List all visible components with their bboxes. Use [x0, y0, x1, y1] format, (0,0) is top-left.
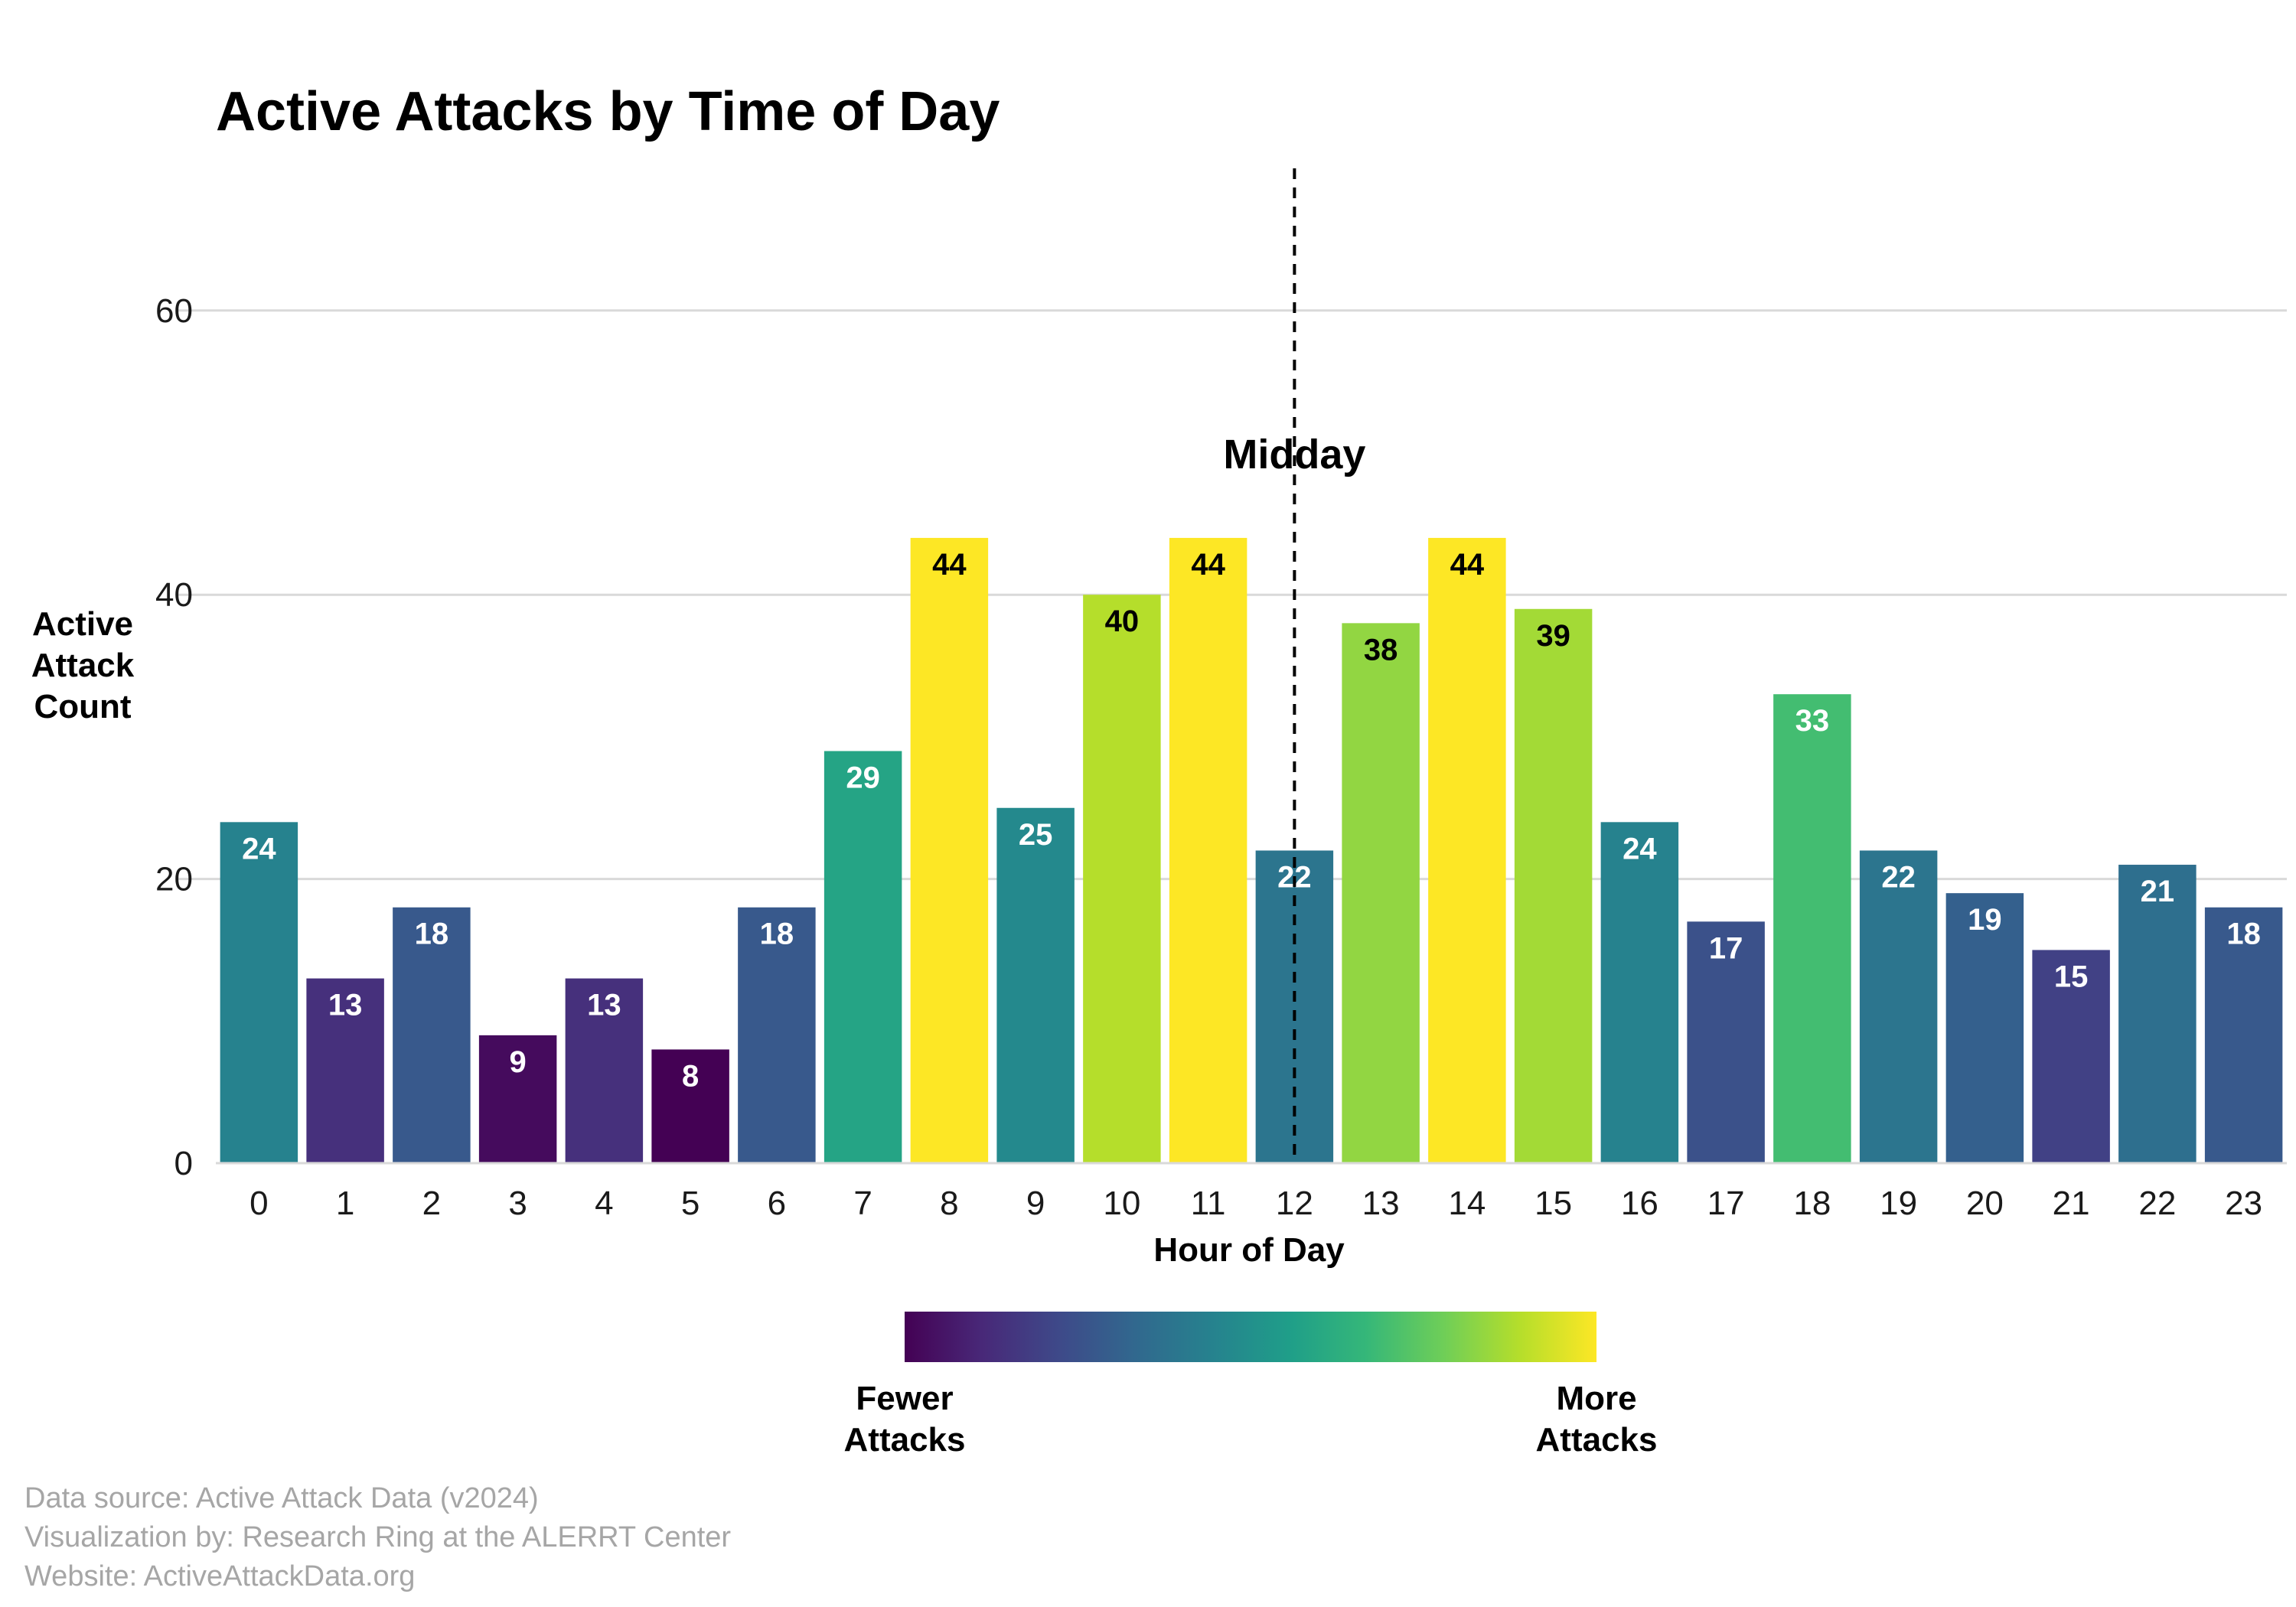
bar-value-label: 18 — [2226, 918, 2261, 951]
x-tick-label: 18 — [1793, 1185, 1831, 1222]
bar-value-label: 13 — [328, 989, 363, 1022]
x-tick-label: 11 — [1191, 1185, 1226, 1222]
caption-data-source: Data source: Active Attack Data (v2024) — [24, 1482, 539, 1514]
x-tick-label: 4 — [595, 1185, 613, 1222]
caption-website: Website: ActiveAttackData.org — [24, 1560, 415, 1592]
bar — [1169, 537, 1247, 1163]
bar — [1083, 595, 1161, 1163]
y-tick-label: 60 — [155, 292, 193, 330]
bar-value-label: 21 — [2141, 875, 2175, 908]
x-tick-label: 14 — [1448, 1185, 1486, 1222]
bar-value-label: 38 — [1364, 633, 1398, 667]
midday-annotation: Midday — [1223, 432, 1365, 478]
y-axis-label-line-2: Attack — [31, 647, 135, 684]
bar-value-label: 19 — [1968, 903, 2002, 937]
x-tick-label: 20 — [1966, 1185, 2004, 1222]
y-tick-label: 40 — [155, 576, 193, 614]
bar — [2204, 907, 2283, 1163]
caption-visualization-credit: Visualization by: Research Ring at the A… — [24, 1521, 731, 1553]
y-tick-label: 0 — [174, 1145, 193, 1182]
y-axis-label-line-3: Count — [34, 688, 131, 725]
bar-value-label: 44 — [932, 548, 967, 582]
y-axis-label-line-1: Active — [32, 605, 133, 643]
bar — [651, 1049, 729, 1163]
bar-value-label: 33 — [1795, 704, 1830, 738]
colorbar-low-label-line-1: Fewer — [856, 1380, 953, 1417]
x-tick-label: 5 — [681, 1185, 700, 1222]
x-tick-label: 17 — [1707, 1185, 1745, 1222]
colorbar — [905, 1312, 1596, 1362]
bar-value-label: 39 — [1536, 619, 1570, 653]
bar — [1859, 850, 1938, 1163]
x-tick-label: 21 — [2053, 1185, 2090, 1222]
x-tick-label: 7 — [853, 1185, 872, 1222]
bar — [910, 537, 989, 1163]
bar-value-label: 44 — [1450, 548, 1485, 582]
x-tick-label: 6 — [768, 1185, 786, 1222]
bar — [478, 1035, 557, 1163]
bar-labels: 2413189138182944254044223844392417332219… — [242, 548, 2261, 1094]
bar-value-label: 40 — [1105, 605, 1140, 638]
x-axis-label: Hour of Day — [1153, 1231, 1345, 1269]
bar-value-label: 13 — [587, 989, 621, 1022]
x-tick-label: 1 — [336, 1185, 354, 1222]
bar-value-label: 18 — [760, 918, 794, 951]
x-tick-label: 22 — [2138, 1185, 2176, 1222]
bar — [565, 978, 644, 1163]
y-axis-ticks: 0 20 40 60 — [155, 292, 193, 1182]
bar-value-label: 8 — [682, 1059, 699, 1093]
x-tick-label: 19 — [1880, 1185, 1917, 1222]
x-tick-label: 3 — [508, 1185, 527, 1222]
bar — [393, 907, 471, 1163]
bar — [1428, 537, 1506, 1163]
colorbar-high-label-line-2: Attacks — [1536, 1421, 1658, 1459]
bar — [2032, 950, 2110, 1163]
x-tick-label: 0 — [249, 1185, 268, 1222]
bar-value-label: 15 — [2054, 960, 2089, 993]
x-tick-label: 16 — [1621, 1185, 1658, 1222]
bars — [220, 537, 2283, 1163]
bar-value-label: 18 — [415, 918, 449, 951]
x-tick-label: 10 — [1103, 1185, 1140, 1222]
y-axis-label: Active Attack Count — [31, 605, 135, 725]
x-tick-label: 23 — [2225, 1185, 2262, 1222]
bar — [823, 751, 902, 1163]
bar — [738, 907, 816, 1163]
bar-value-label: 24 — [1623, 832, 1657, 865]
x-tick-label: 8 — [940, 1185, 958, 1222]
bar — [996, 807, 1075, 1163]
x-axis-ticks: 0 1 2 3 4 5 6 7 8 9 10 11 12 13 14 15 16 17 18 19 20 21 22 23 — [249, 1185, 2262, 1222]
bar — [1773, 694, 1851, 1163]
x-tick-label: 13 — [1362, 1185, 1400, 1222]
colorbar-legend: Fewer Attacks More Attacks — [844, 1312, 1658, 1459]
bar-value-label: 44 — [1191, 548, 1225, 582]
x-tick-label: 9 — [1026, 1185, 1045, 1222]
bar — [1687, 921, 1765, 1163]
x-tick-label: 12 — [1276, 1185, 1313, 1222]
bar-value-label: 29 — [846, 761, 880, 794]
bar — [2118, 865, 2197, 1163]
bar-value-label: 17 — [1709, 931, 1743, 965]
bar — [1945, 893, 2024, 1163]
bar — [220, 822, 298, 1163]
x-tick-label: 2 — [422, 1185, 441, 1222]
bar-value-label: 24 — [242, 832, 276, 865]
chart-title: Active Attacks by Time of Day — [216, 81, 1000, 142]
caption: Data source: Active Attack Data (v2024) … — [24, 1482, 731, 1592]
bar — [1600, 822, 1679, 1163]
colorbar-high-label-line-1: More — [1556, 1380, 1636, 1417]
bar-value-label: 22 — [1881, 860, 1916, 894]
bar — [1514, 608, 1593, 1163]
bar-value-label: 9 — [510, 1045, 527, 1079]
x-tick-label: 15 — [1534, 1185, 1572, 1222]
bar — [306, 978, 384, 1163]
bar-value-label: 25 — [1019, 818, 1053, 852]
y-tick-label: 20 — [155, 861, 193, 898]
colorbar-low-label-line-2: Attacks — [844, 1421, 966, 1459]
bar — [1342, 623, 1420, 1163]
